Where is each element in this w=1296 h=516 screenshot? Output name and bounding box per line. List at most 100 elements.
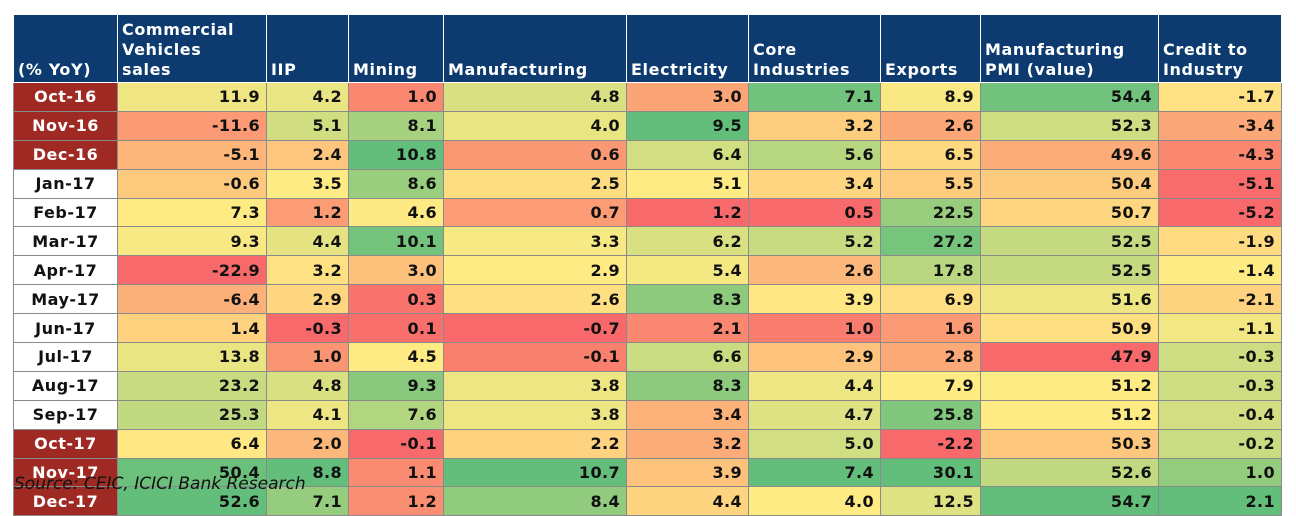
heatmap-cell: 52.5 — [980, 226, 1159, 257]
heatmap-cell: 47.9 — [980, 342, 1159, 372]
column-header: Electricity — [626, 14, 749, 83]
heatmap-cell: 4.4 — [626, 486, 749, 516]
heatmap-cell: 0.7 — [443, 197, 627, 228]
heatmap-cell: 3.2 — [748, 110, 881, 141]
heatmap-cell: 8.1 — [348, 110, 444, 141]
row-label: Mar-17 — [13, 226, 118, 257]
column-header-line: Manufacturing — [985, 40, 1125, 59]
heatmap-cell: -22.9 — [117, 255, 267, 286]
heatmap-cell: 8.6 — [348, 168, 444, 199]
heatmap-cell: 51.6 — [980, 284, 1159, 315]
column-header-line: Electricity — [631, 60, 729, 79]
heatmap-cell: 3.4 — [626, 399, 749, 430]
table-row: Oct-16 11.9 4.2 1.0 4.8 3.0 7.1 8.9 54.4 -1.7 — [13, 82, 1282, 112]
heatmap-cell: 2.9 — [748, 342, 881, 372]
column-header-line: Commercial — [122, 20, 235, 39]
table-row: Dec-16 -5.1 2.4 10.8 0.6 6.4 5.6 6.5 49.6 -4.3 — [13, 139, 1282, 170]
row-label: Jun-17 — [13, 313, 118, 344]
heatmap-cell: 2.9 — [443, 255, 627, 286]
column-header-line: Industry — [1163, 60, 1244, 79]
heatmap-cell: 1.0 — [266, 342, 349, 372]
column-header-line: Core — [753, 40, 797, 59]
heatmap-cell: 13.8 — [117, 342, 267, 372]
heatmap-cell: 4.7 — [748, 399, 881, 430]
heatmap-cell: 3.0 — [626, 82, 749, 112]
table-row: Feb-17 7.3 1.2 4.6 0.7 1.2 0.5 22.5 50.7 -5.2 — [13, 197, 1282, 228]
heatmap-cell: 0.3 — [348, 284, 444, 315]
table-row: Oct-17 6.4 2.0 -0.1 2.2 3.2 5.0 -2.2 50.3 -0.2 — [13, 428, 1282, 459]
heatmap-cell: 0.6 — [443, 139, 627, 170]
row-label: Nov-17 — [13, 457, 118, 488]
column-header-line: Credit to — [1163, 40, 1248, 59]
table-row: Sep-17 25.3 4.1 7.6 3.8 3.4 4.7 25.8 51.2 -0.4 — [13, 399, 1282, 430]
heatmap-cell: 0.1 — [348, 313, 444, 344]
heatmap-cell: 6.4 — [626, 139, 749, 170]
heatmap-cell: 2.8 — [880, 342, 981, 372]
heatmap-cell: -0.3 — [1158, 370, 1282, 401]
heatmap-cell: 0.5 — [748, 197, 881, 228]
heatmap-cell: 4.8 — [266, 370, 349, 401]
heatmap-cell: 9.3 — [117, 226, 267, 257]
heatmap-cell: 3.5 — [266, 168, 349, 199]
heatmap-cell: 23.2 — [117, 370, 267, 401]
heatmap-cell: 4.4 — [748, 370, 881, 401]
heatmap-cell: 7.1 — [748, 82, 881, 112]
column-header: Commercial Vehicles sales — [117, 14, 267, 83]
heatmap-cell: 7.9 — [880, 370, 981, 401]
heatmap-cell: 2.5 — [443, 168, 627, 199]
heatmap-cell: 27.2 — [880, 226, 981, 257]
heatmap-cell: -0.1 — [348, 428, 444, 459]
heatmap-cell: 5.1 — [266, 110, 349, 141]
heatmap-cell: 3.9 — [748, 284, 881, 315]
heatmap-cell: 6.6 — [626, 342, 749, 372]
heatmap-cell: 2.2 — [443, 428, 627, 459]
heatmap-cell: 50.9 — [980, 313, 1159, 344]
row-label: Oct-17 — [13, 428, 118, 459]
heatmap-cell: 4.0 — [443, 110, 627, 141]
heatmap-cell: 52.5 — [980, 255, 1159, 286]
column-header: Manufacturing PMI (value) — [980, 14, 1159, 83]
heatmap-cell: 25.8 — [880, 399, 981, 430]
heatmap-cell: -0.2 — [1158, 428, 1282, 459]
heatmap-cell: -5.1 — [117, 139, 267, 170]
heatmap-cell: 2.0 — [266, 428, 349, 459]
heatmap-cell: -0.1 — [443, 342, 627, 372]
heatmap-cell: 17.8 — [880, 255, 981, 286]
table-row: Jan-17 -0.6 3.5 8.6 2.5 5.1 3.4 5.5 50.4 -5.1 — [13, 168, 1282, 199]
heatmap-cell: 50.4 — [980, 168, 1159, 199]
heatmap-cell: -6.4 — [117, 284, 267, 315]
heatmap-cell: 3.4 — [748, 168, 881, 199]
row-label: May-17 — [13, 284, 118, 315]
table-row: Mar-17 9.3 4.4 10.1 3.3 6.2 5.2 27.2 52.5 -1.9 — [13, 226, 1282, 257]
heatmap-cell: 22.5 — [880, 197, 981, 228]
heatmap-cell: 5.0 — [748, 428, 881, 459]
heatmap-cell: 54.7 — [980, 486, 1159, 516]
heatmap-cell: 10.7 — [443, 457, 627, 488]
heatmap-cell: 8.4 — [443, 486, 627, 516]
heatmap-cell: 2.4 — [266, 139, 349, 170]
heatmap-cell: 4.4 — [266, 226, 349, 257]
heatmap-cell: -4.3 — [1158, 139, 1282, 170]
heatmap-cell: 1.0 — [348, 82, 444, 112]
heatmap-cell: -1.7 — [1158, 82, 1282, 112]
heatmap-cell: -5.2 — [1158, 197, 1282, 228]
column-header: Credit to Industry — [1158, 14, 1282, 83]
heatmap-cell: 6.2 — [626, 226, 749, 257]
heatmap-cell: 5.5 — [880, 168, 981, 199]
heatmap-cell: 3.2 — [626, 428, 749, 459]
heatmap-cell: 3.9 — [626, 457, 749, 488]
heatmap-cell: 8.3 — [626, 284, 749, 315]
heatmap-cell: -0.6 — [117, 168, 267, 199]
heatmap-cell: 2.1 — [626, 313, 749, 344]
heatmap-cell: 2.6 — [748, 255, 881, 286]
heatmap-cell: 54.4 — [980, 82, 1159, 112]
column-header: IIP — [266, 14, 349, 83]
heatmap-cell: 7.3 — [117, 197, 267, 228]
row-label: Aug-17 — [13, 370, 118, 401]
column-header-line: Mining — [353, 60, 418, 79]
row-label: Nov-16 — [13, 110, 118, 141]
heatmap-cell: -11.6 — [117, 110, 267, 141]
heatmap-cell: 25.3 — [117, 399, 267, 430]
heatmap-cell: 49.6 — [980, 139, 1159, 170]
column-header: Core Industries — [748, 14, 881, 83]
